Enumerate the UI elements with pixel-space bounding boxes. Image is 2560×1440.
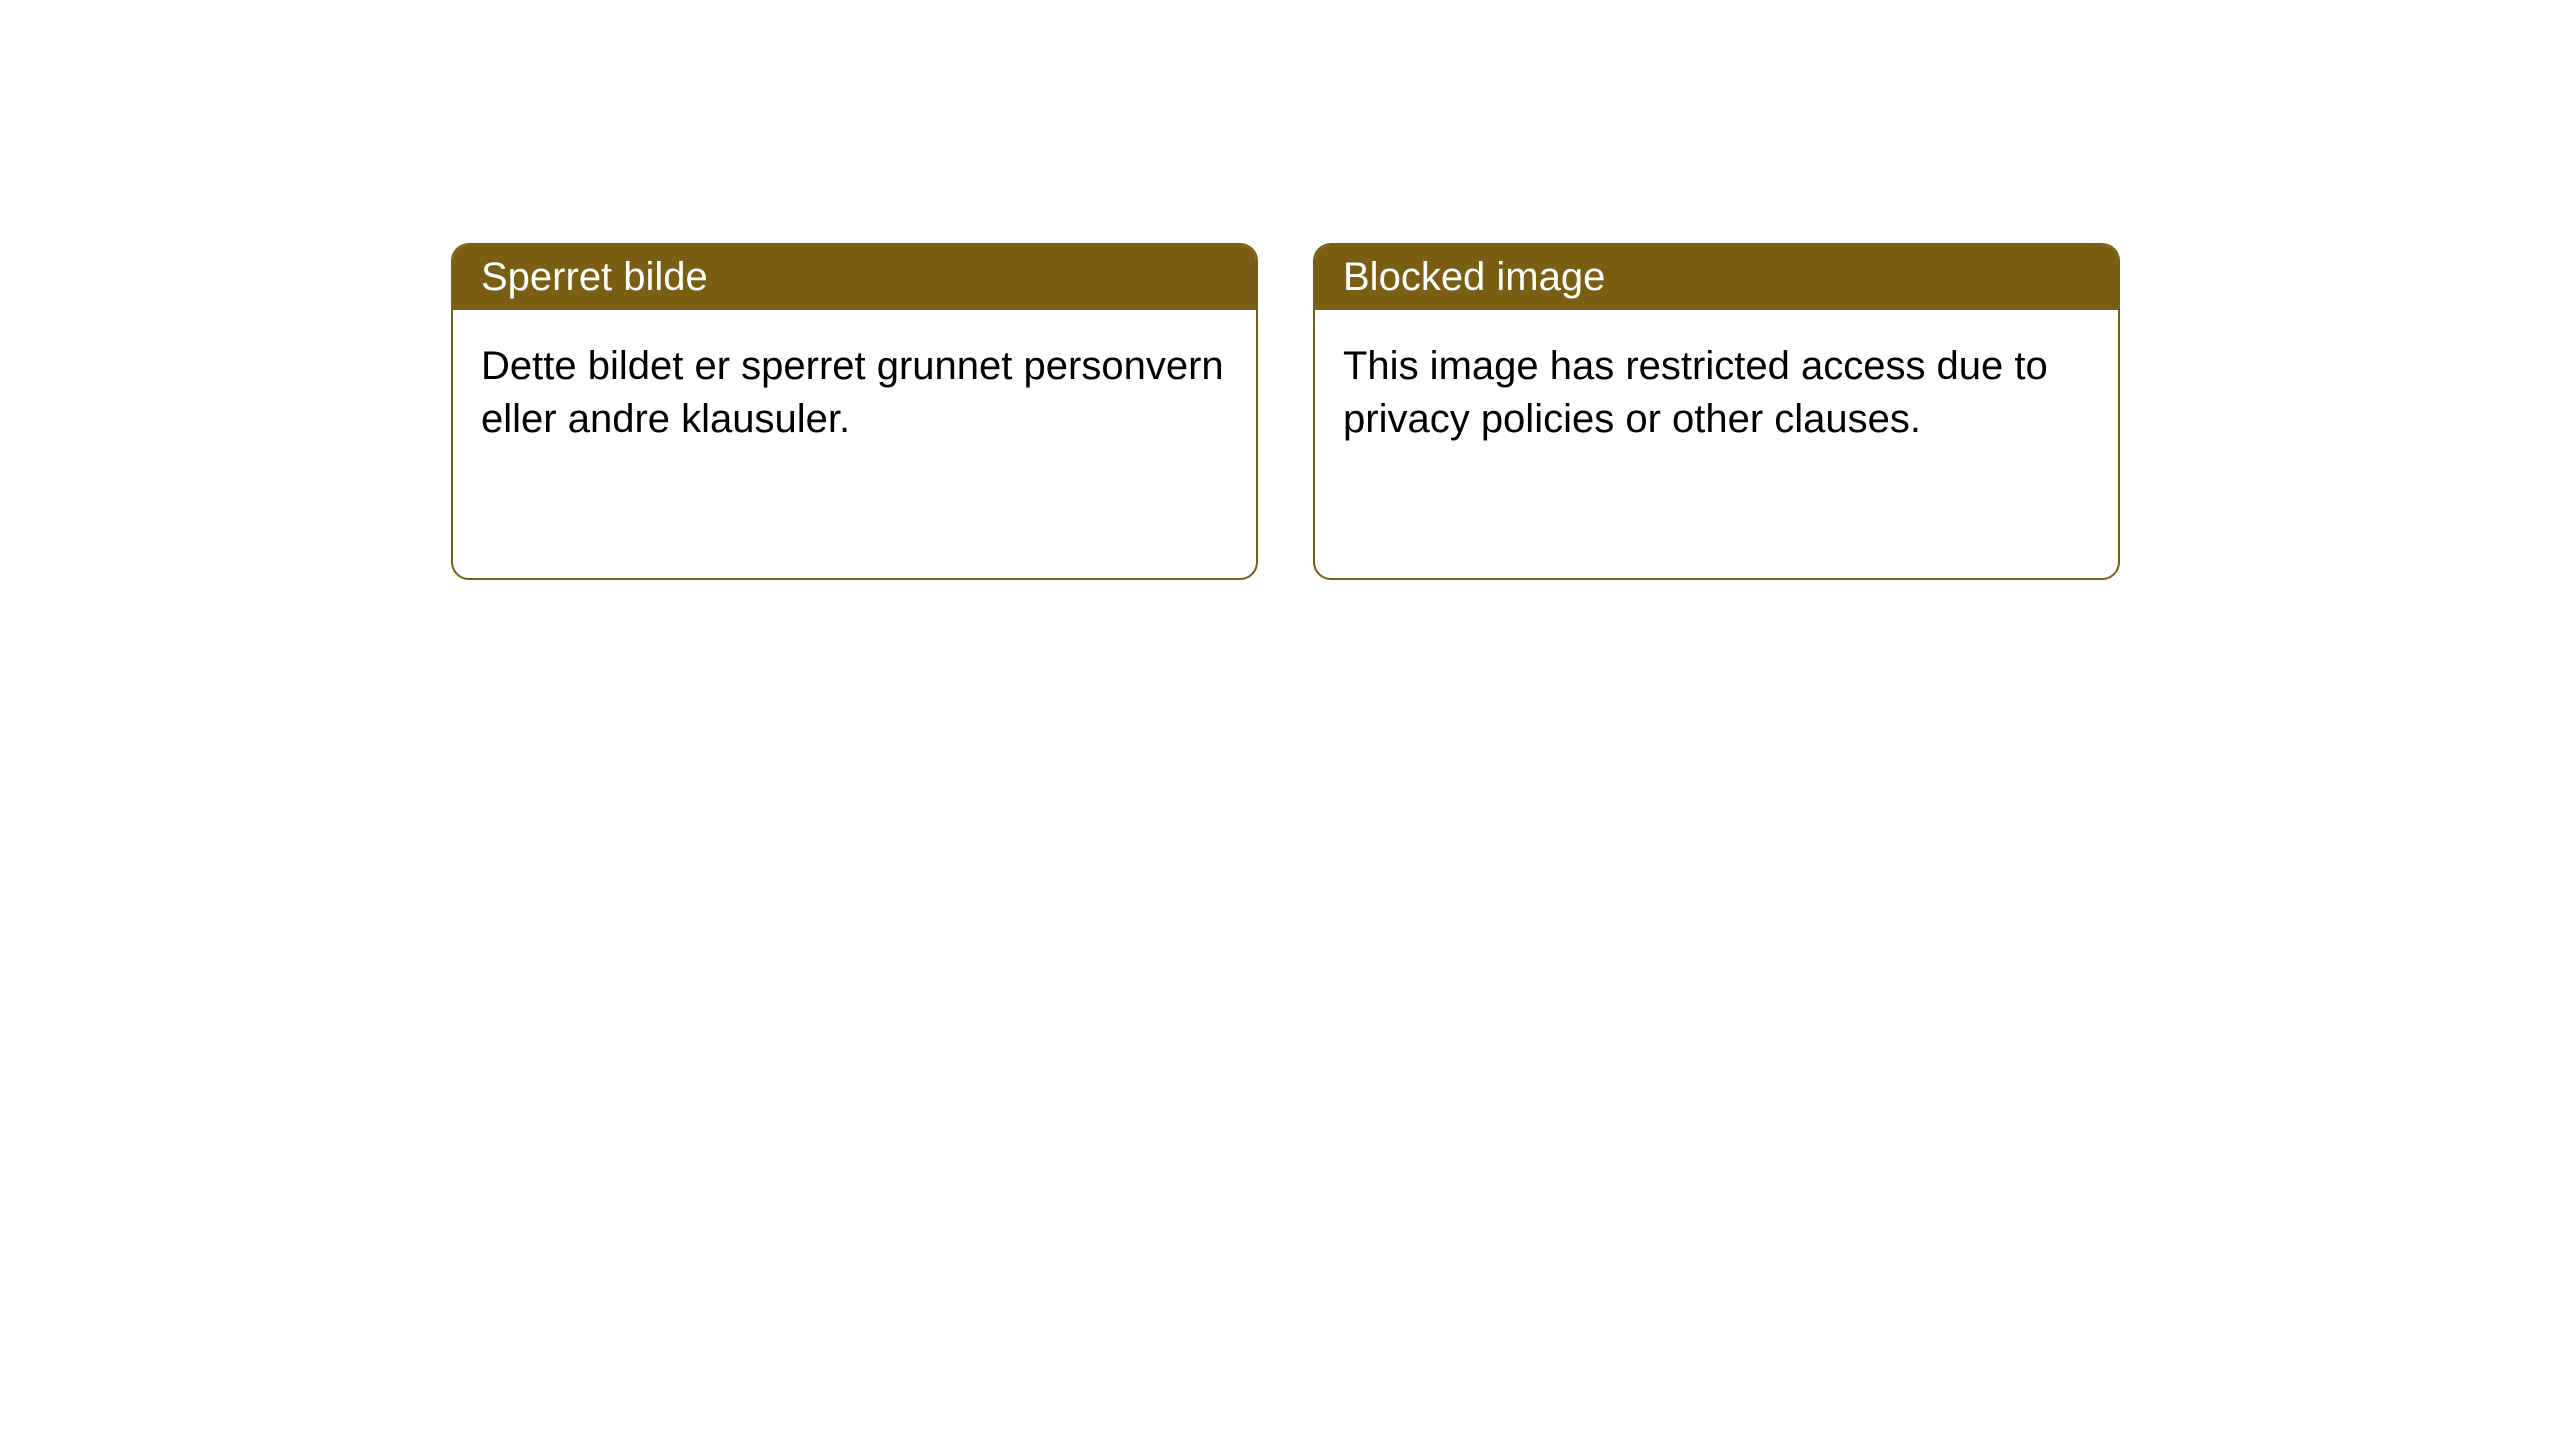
notice-title: Blocked image [1343, 255, 1605, 299]
notice-card-english: Blocked image This image has restricted … [1313, 243, 2120, 580]
notice-body-text: This image has restricted access due to … [1343, 344, 2048, 441]
notice-body: Dette bildet er sperret grunnet personve… [453, 310, 1256, 476]
notice-header: Sperret bilde [453, 245, 1256, 310]
notice-header: Blocked image [1315, 245, 2118, 310]
notice-body: This image has restricted access due to … [1315, 310, 2118, 476]
notice-title: Sperret bilde [481, 255, 708, 299]
notice-body-text: Dette bildet er sperret grunnet personve… [481, 344, 1224, 441]
notice-card-norwegian: Sperret bilde Dette bildet er sperret gr… [451, 243, 1258, 580]
notice-container: Sperret bilde Dette bildet er sperret gr… [451, 243, 2120, 580]
